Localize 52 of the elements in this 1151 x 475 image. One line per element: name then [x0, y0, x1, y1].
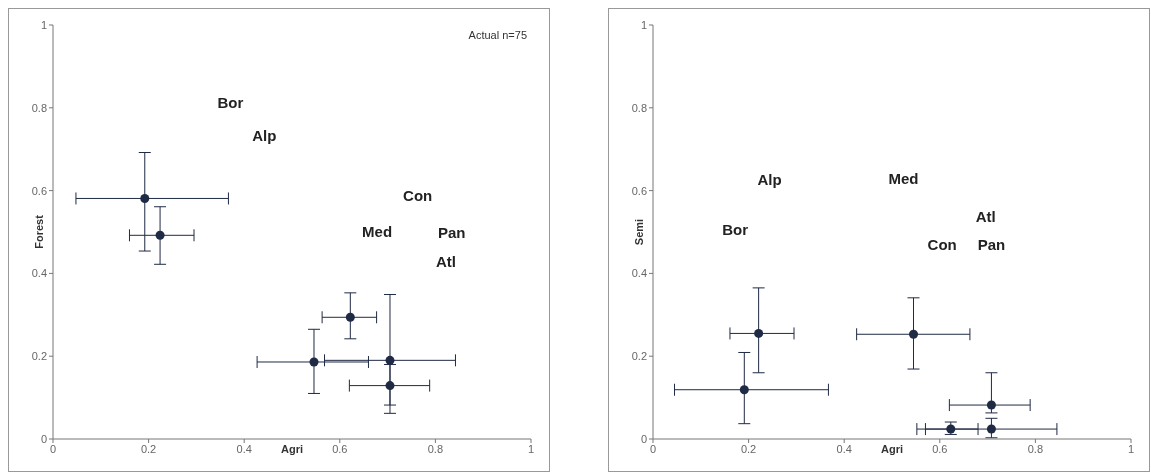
- y-tick-label: 0.4: [631, 267, 647, 280]
- point: [155, 230, 165, 240]
- point: [986, 424, 996, 434]
- x-tick-label: 0: [49, 442, 57, 455]
- x-tick-label: 0.2: [740, 442, 757, 455]
- y-tick-label: 1: [40, 18, 47, 31]
- point: [309, 357, 319, 367]
- y-axis-title: Semi: [632, 218, 645, 246]
- point: [140, 193, 150, 203]
- point: [754, 328, 764, 338]
- x-tick-label: 0.4: [836, 442, 852, 455]
- point: [385, 381, 395, 391]
- y-tick-label: 0.8: [631, 101, 647, 114]
- annotation: Alp: [757, 170, 782, 188]
- x-tick-label: 0.4: [236, 442, 252, 455]
- x-tick-label: 0.6: [332, 442, 348, 455]
- x-tick-label: 0.8: [1027, 442, 1044, 455]
- y-tick-label: 0.2: [31, 350, 47, 363]
- y-tick-label: 0.2: [631, 350, 647, 363]
- annotation: Alp: [252, 126, 277, 144]
- annotation: Med: [362, 222, 393, 240]
- point: [909, 329, 919, 339]
- x-tick-label: 1: [527, 442, 535, 455]
- x-tick-label: 1: [1127, 442, 1135, 455]
- annotation: Con: [927, 235, 957, 253]
- y-tick-label: 0.8: [31, 101, 47, 114]
- y-tick-label: 0.4: [31, 267, 47, 280]
- point: [986, 400, 996, 410]
- annotation: Pan: [977, 235, 1006, 253]
- annotation: Actual n=75: [468, 29, 527, 41]
- point: [385, 355, 395, 365]
- annotation: Med: [888, 169, 919, 187]
- y-tick-label: 0: [40, 432, 47, 445]
- point: [345, 312, 355, 322]
- x-axis-title: Agri: [881, 442, 903, 455]
- x-tick-label: 0: [649, 442, 657, 455]
- y-tick-label: 1: [640, 18, 647, 31]
- x-tick-label: 0.6: [932, 442, 948, 455]
- annotation: Bor: [217, 93, 244, 111]
- x-tick-label: 0.2: [140, 442, 157, 455]
- annotation: Atl: [975, 207, 996, 225]
- point: [739, 385, 749, 395]
- annotation: Pan: [437, 223, 466, 241]
- x-tick-label: 0.8: [427, 442, 444, 455]
- y-tick-label: 0: [640, 432, 647, 445]
- annotation: Atl: [435, 252, 456, 270]
- x-axis-title: Agri: [281, 442, 303, 455]
- annotation: Bor: [722, 220, 749, 238]
- annotation: Con: [403, 186, 433, 204]
- y-axis-title: Forest: [32, 214, 45, 249]
- y-tick-label: 0.6: [31, 184, 47, 197]
- y-tick-label: 0.6: [631, 184, 647, 197]
